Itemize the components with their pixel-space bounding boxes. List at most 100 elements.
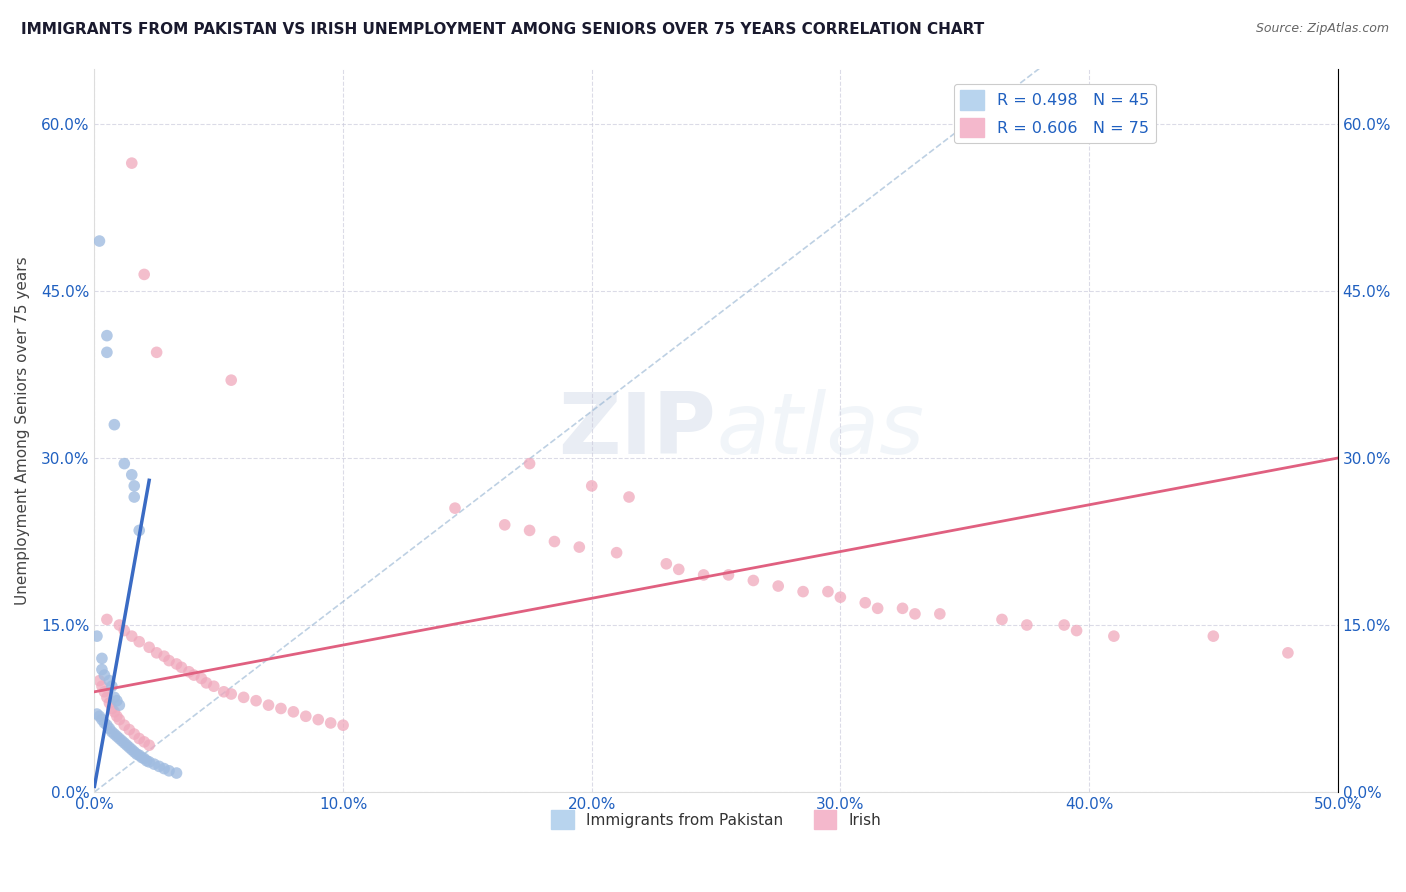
Point (108, 698, 131, 713)
Point (166, 657, 188, 671)
Point (1066, 624, 1088, 638)
Point (766, 579, 789, 593)
Point (817, 584, 839, 599)
Point (128, 748, 150, 763)
Point (519, 457, 541, 471)
Point (98, 696, 121, 710)
Point (96, 612, 118, 626)
Point (153, 649, 176, 664)
Point (128, 634, 150, 648)
Point (101, 701, 124, 715)
Point (232, 690, 254, 705)
Point (212, 685, 235, 699)
Point (891, 601, 914, 615)
Point (112, 624, 135, 638)
Point (112, 457, 135, 471)
Point (96, 690, 118, 705)
Point (332, 718, 354, 732)
Point (568, 540, 591, 554)
Point (283, 705, 305, 719)
Point (444, 501, 467, 516)
Point (257, 698, 280, 713)
Point (307, 713, 329, 727)
Point (122, 745, 145, 759)
Point (128, 731, 150, 746)
Point (112, 736, 135, 750)
Point (134, 735, 156, 749)
Point (494, 517, 516, 532)
Point (93, 715, 115, 730)
Point (103, 705, 125, 719)
Point (121, 467, 143, 482)
Point (138, 755, 160, 769)
Point (96, 718, 118, 732)
Point (103, 727, 125, 741)
Point (86, 629, 108, 643)
Point (105, 694, 128, 708)
Point (90, 679, 112, 693)
Point (219, 687, 242, 701)
Point (118, 740, 141, 755)
Point (153, 762, 176, 776)
Point (105, 709, 128, 723)
Point (121, 742, 143, 756)
Text: atlas: atlas (716, 389, 924, 472)
Point (295, 709, 318, 723)
Point (668, 562, 690, 576)
Text: Source: ZipAtlas.com: Source: ZipAtlas.com (1256, 22, 1389, 36)
Point (183, 668, 205, 682)
Point (606, 546, 628, 560)
Point (1202, 629, 1225, 643)
Legend: Immigrants from Pakistan, Irish: Immigrants from Pakistan, Irish (544, 804, 887, 835)
Point (143, 757, 166, 772)
Point (853, 596, 876, 610)
Text: ZIP: ZIP (558, 389, 716, 472)
Point (866, 601, 889, 615)
Point (148, 759, 170, 773)
Point (138, 738, 160, 752)
Point (115, 738, 138, 752)
Point (134, 268, 156, 282)
Point (145, 646, 167, 660)
Point (121, 629, 143, 643)
Point (145, 345, 167, 359)
Point (655, 557, 678, 571)
Point (108, 713, 131, 727)
Point (128, 524, 150, 538)
Point (519, 524, 541, 538)
Point (98, 673, 121, 688)
Point (89, 234, 111, 248)
Point (830, 590, 852, 604)
Point (96, 328, 118, 343)
Point (111, 733, 134, 747)
Point (157, 764, 180, 778)
Point (103, 690, 125, 705)
Point (103, 417, 125, 432)
Point (90, 651, 112, 665)
Point (93, 668, 115, 682)
Point (1053, 618, 1076, 632)
Point (319, 715, 342, 730)
Point (96, 345, 118, 359)
Point (138, 640, 160, 655)
Point (617, 490, 640, 504)
Point (692, 568, 714, 582)
Point (1277, 646, 1299, 660)
Point (1102, 629, 1125, 643)
Point (131, 750, 153, 764)
Point (125, 747, 148, 761)
Point (112, 718, 135, 732)
Point (134, 751, 156, 765)
Point (543, 534, 565, 549)
Point (202, 679, 225, 693)
Point (101, 724, 124, 739)
Point (219, 373, 242, 387)
Point (170, 660, 193, 674)
Point (904, 607, 927, 621)
Point (105, 729, 128, 743)
Text: IMMIGRANTS FROM PAKISTAN VS IRISH UNEMPLOYMENT AMONG SENIORS OVER 75 YEARS CORRE: IMMIGRANTS FROM PAKISTAN VS IRISH UNEMPL… (21, 22, 984, 37)
Point (108, 731, 131, 746)
Point (792, 584, 814, 599)
Point (108, 618, 131, 632)
Point (581, 479, 603, 493)
